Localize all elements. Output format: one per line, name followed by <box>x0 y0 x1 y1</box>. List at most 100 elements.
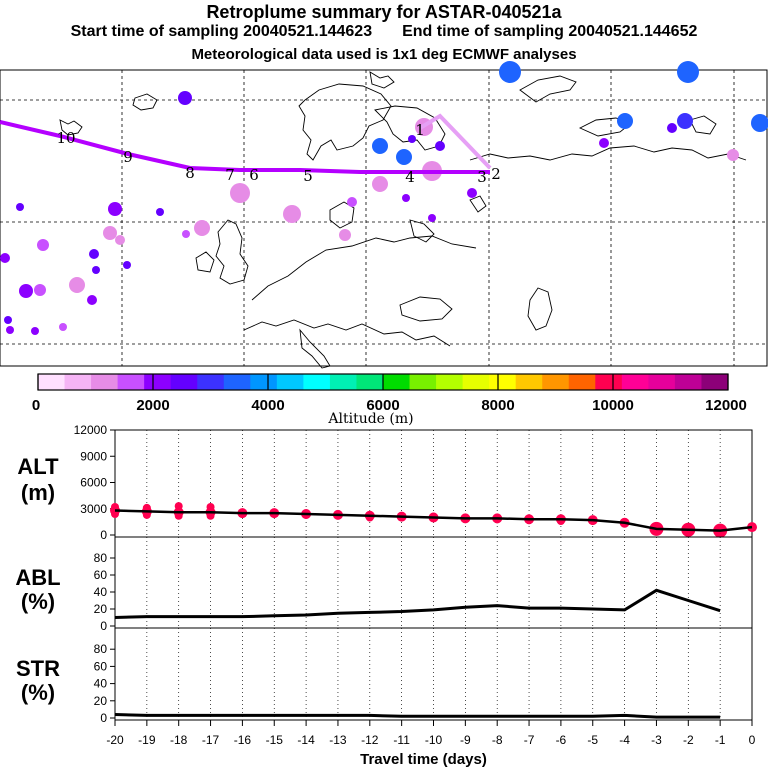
y-axis-label: STR <box>16 656 60 681</box>
colorbar-cell <box>595 374 623 390</box>
panel-frame <box>114 536 753 629</box>
particle-marker <box>31 327 39 335</box>
y-tick-label: 80 <box>94 642 108 656</box>
day-label: 1 <box>415 121 425 139</box>
x-tick-label: -11 <box>393 733 410 747</box>
colorbar-cell <box>38 374 66 390</box>
particle-marker <box>402 194 410 202</box>
particle-marker <box>6 326 14 334</box>
y-tick-label: 20 <box>94 602 108 616</box>
met-data-label: Meteorological data used is 1x1 deg ECMW… <box>191 46 577 63</box>
x-tick-label: -7 <box>524 733 535 747</box>
particle-marker <box>178 91 192 105</box>
particle-marker <box>37 239 49 251</box>
particle-marker <box>182 230 190 238</box>
colorbar-cell <box>117 374 145 390</box>
x-tick-label: -4 <box>619 733 630 747</box>
day-label: 7 <box>225 166 235 184</box>
particle-markers <box>0 61 768 335</box>
x-tick-label: -18 <box>170 733 188 747</box>
y-tick-label: 80 <box>94 551 108 565</box>
particle-marker <box>677 61 699 83</box>
colorbar-tick-label: 4000 <box>251 397 284 414</box>
day-label: 4 <box>405 168 415 186</box>
x-tick-label: -13 <box>329 733 347 747</box>
particle-marker <box>372 138 388 154</box>
y-axis-label: ALT <box>17 454 59 479</box>
coastlines <box>59 71 747 369</box>
start-time-label: Start time of sampling 20040521.144623 <box>70 23 373 40</box>
colorbar-cell <box>701 374 729 390</box>
particle-marker <box>92 266 100 274</box>
trajectory-line <box>0 120 490 174</box>
x-tick-label: -1 <box>715 733 726 747</box>
panel-str: 0 20 40 60 80 STR(%) <box>16 627 753 725</box>
x-tick-label: -8 <box>492 733 503 747</box>
x-tick-label: -9 <box>460 733 471 747</box>
particle-marker <box>89 249 99 259</box>
y-axis-unit: (%) <box>21 589 55 614</box>
colorbar-cell <box>250 374 278 390</box>
colorbar-cell <box>648 374 676 390</box>
particle-marker <box>4 316 12 324</box>
y-tick-label: 12000 <box>74 423 108 437</box>
particle-marker <box>435 141 445 151</box>
x-tick-label: -12 <box>361 733 379 747</box>
y-tick-label: 3000 <box>80 502 107 516</box>
end-time-label: End time of sampling 20040521.144652 <box>402 23 698 40</box>
day-label: 2 <box>491 165 501 183</box>
particle-marker <box>499 61 521 83</box>
particle-marker <box>667 123 677 133</box>
x-tick-label: -17 <box>202 733 220 747</box>
colorbar-cell <box>436 374 464 390</box>
colorbar-cell <box>409 374 437 390</box>
x-tick-label: -14 <box>297 733 315 747</box>
day-label: 3 <box>477 168 487 186</box>
particle-marker <box>69 277 85 293</box>
colorbar-cell <box>144 374 172 390</box>
y-tick-label: 0 <box>100 528 107 542</box>
particle-marker <box>108 202 122 216</box>
colorbar-tick-label: 0 <box>32 397 40 414</box>
x-tick-label: -6 <box>556 733 567 747</box>
particle-marker <box>339 229 351 241</box>
x-tick-label: -10 <box>425 733 443 747</box>
map-frame <box>0 69 768 367</box>
y-tick-label: 20 <box>94 694 108 708</box>
x-tick-label: -20 <box>106 733 124 747</box>
y-tick-label: 40 <box>94 585 108 599</box>
particle-marker <box>677 113 693 129</box>
y-axis-unit: (m) <box>21 480 55 505</box>
median-line <box>114 509 753 532</box>
particle-marker <box>428 214 436 222</box>
x-tick-label: -19 <box>138 733 156 747</box>
day-label: 5 <box>303 167 313 185</box>
colorbar-tick-label: 10000 <box>592 397 634 414</box>
particle-marker <box>408 135 416 143</box>
y-axis-label: ABL <box>15 565 60 590</box>
colorbar-cell <box>170 374 198 390</box>
colorbar-cell <box>489 374 517 390</box>
y-tick-label: 6000 <box>80 476 107 490</box>
particle-marker <box>467 188 477 198</box>
particle-marker <box>87 295 97 305</box>
day-label: 9 <box>123 148 133 166</box>
map-graticule <box>0 70 767 366</box>
particle-marker <box>727 149 739 161</box>
particle-marker <box>103 226 117 240</box>
colorbar-tick-label: 6000 <box>366 397 399 414</box>
particle-marker <box>617 113 633 129</box>
particle-marker <box>372 176 388 192</box>
day-label: 6 <box>249 166 259 184</box>
x-tick-label: -5 <box>587 733 598 747</box>
colorbar-cell <box>462 374 490 390</box>
colorbar-cell <box>515 374 543 390</box>
colorbar-cell <box>329 374 357 390</box>
panel-alt: 0 3000 6000 9000 12000 ALT(m) <box>17 423 757 542</box>
colorbar-cell <box>64 374 92 390</box>
particle-marker <box>16 203 24 211</box>
particle-marker <box>751 114 768 132</box>
particle-marker <box>156 208 164 216</box>
